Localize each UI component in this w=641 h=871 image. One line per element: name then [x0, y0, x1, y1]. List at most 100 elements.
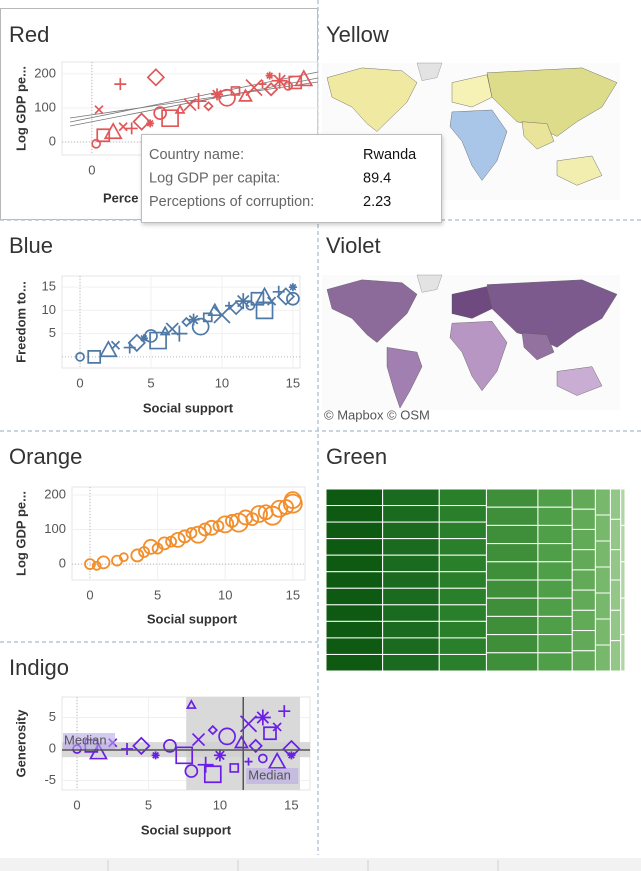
treemap-cell — [438, 488, 487, 507]
point — [283, 491, 302, 510]
treemap-cell — [325, 604, 384, 622]
tooltip: Country name: Rwanda Log GDP per capita: 89… — [141, 134, 442, 223]
point — [142, 538, 159, 555]
x-tick-label: 15 — [284, 797, 298, 812]
panel-title: Indigo — [9, 655, 69, 680]
point — [235, 293, 252, 310]
x-tick-label: 5 — [154, 587, 161, 602]
country-region — [449, 109, 508, 181]
x-axis-title: Perce — [103, 190, 138, 205]
treemap-cell — [609, 609, 622, 642]
treemap-cell — [382, 521, 440, 540]
point — [244, 757, 253, 766]
point — [110, 340, 121, 350]
treemap-cell — [594, 618, 611, 646]
treemap-cell — [325, 538, 384, 556]
treemap-cell — [609, 549, 622, 581]
treemap-cell — [571, 630, 596, 652]
treemap-cell — [382, 505, 440, 523]
treemap-cell — [485, 579, 539, 599]
point — [230, 86, 241, 96]
treemap-cell — [325, 637, 384, 655]
x-axis-title: Social support — [143, 400, 234, 415]
point — [258, 80, 267, 89]
tab-dividers — [107, 860, 499, 871]
country-region — [556, 155, 603, 186]
point — [132, 736, 151, 756]
y-tick-label: 10 — [42, 302, 56, 317]
point — [203, 101, 214, 112]
point — [272, 722, 282, 732]
point — [248, 738, 263, 754]
point — [228, 300, 244, 316]
y-tick-label: 0 — [49, 133, 56, 148]
treemap-cell — [438, 538, 487, 556]
treemap-cell — [325, 653, 384, 672]
y-tick-label: 200 — [44, 486, 66, 501]
treemap-cell — [571, 609, 596, 632]
y-tick-label: 100 — [34, 99, 56, 114]
treemap-cell — [325, 620, 384, 639]
treemap-cell — [571, 549, 596, 571]
marks — [75, 283, 300, 364]
treemap-cell — [594, 488, 611, 516]
treemap-cell — [537, 615, 573, 636]
point — [103, 122, 123, 140]
point — [255, 301, 274, 320]
point — [181, 316, 192, 328]
x-tick-label: 0 — [76, 375, 83, 390]
treemap-cell — [382, 488, 440, 507]
treemap-cell — [438, 587, 487, 606]
treemap-cell — [382, 538, 440, 556]
point — [190, 93, 207, 110]
x-tick-label: 15 — [286, 587, 300, 602]
map — [326, 274, 618, 409]
map-attribution: © Mapbox © OSM — [324, 407, 430, 422]
treemap-cell — [382, 587, 440, 606]
treemap-cell — [438, 620, 487, 639]
panel-title: Orange — [9, 444, 82, 469]
point — [161, 109, 179, 128]
y-tick-label: 200 — [34, 65, 56, 80]
x-tick-label: 10 — [213, 797, 227, 812]
point — [198, 522, 212, 537]
treemap-cell — [571, 508, 596, 530]
point — [187, 313, 200, 326]
tooltip-value: 2.23 — [363, 194, 391, 210]
country-region — [556, 366, 603, 396]
x-tick-label: 10 — [218, 587, 232, 602]
treemap-cell — [382, 554, 440, 573]
point — [270, 499, 289, 518]
treemap-cell — [438, 505, 487, 523]
treemap-cell — [485, 488, 539, 508]
point — [287, 751, 296, 760]
treemap-cell — [438, 554, 487, 573]
point — [265, 71, 274, 80]
point — [282, 493, 303, 514]
treemap-cell — [325, 488, 384, 507]
panel-title: Violet — [326, 233, 381, 258]
point — [288, 283, 297, 292]
point — [225, 513, 239, 528]
panel-title: Red — [9, 22, 49, 47]
treemap-cell — [485, 615, 539, 636]
treemap-cell — [325, 505, 384, 523]
point — [96, 128, 111, 143]
point — [146, 68, 166, 87]
point — [250, 291, 265, 306]
treemap-cell — [485, 597, 539, 617]
treemap-cell — [594, 514, 611, 542]
tooltip-label: Country name: — [149, 147, 244, 163]
point — [216, 515, 235, 534]
treemap-cell — [537, 524, 573, 545]
treemap-cell — [537, 506, 573, 526]
label-bg — [246, 768, 299, 784]
point — [91, 138, 101, 149]
point — [125, 122, 138, 135]
country-region — [451, 286, 493, 319]
treemap-cell — [485, 506, 539, 526]
x-tick-label: 5 — [145, 797, 152, 812]
point — [114, 78, 127, 91]
treemap-cell — [325, 521, 384, 540]
